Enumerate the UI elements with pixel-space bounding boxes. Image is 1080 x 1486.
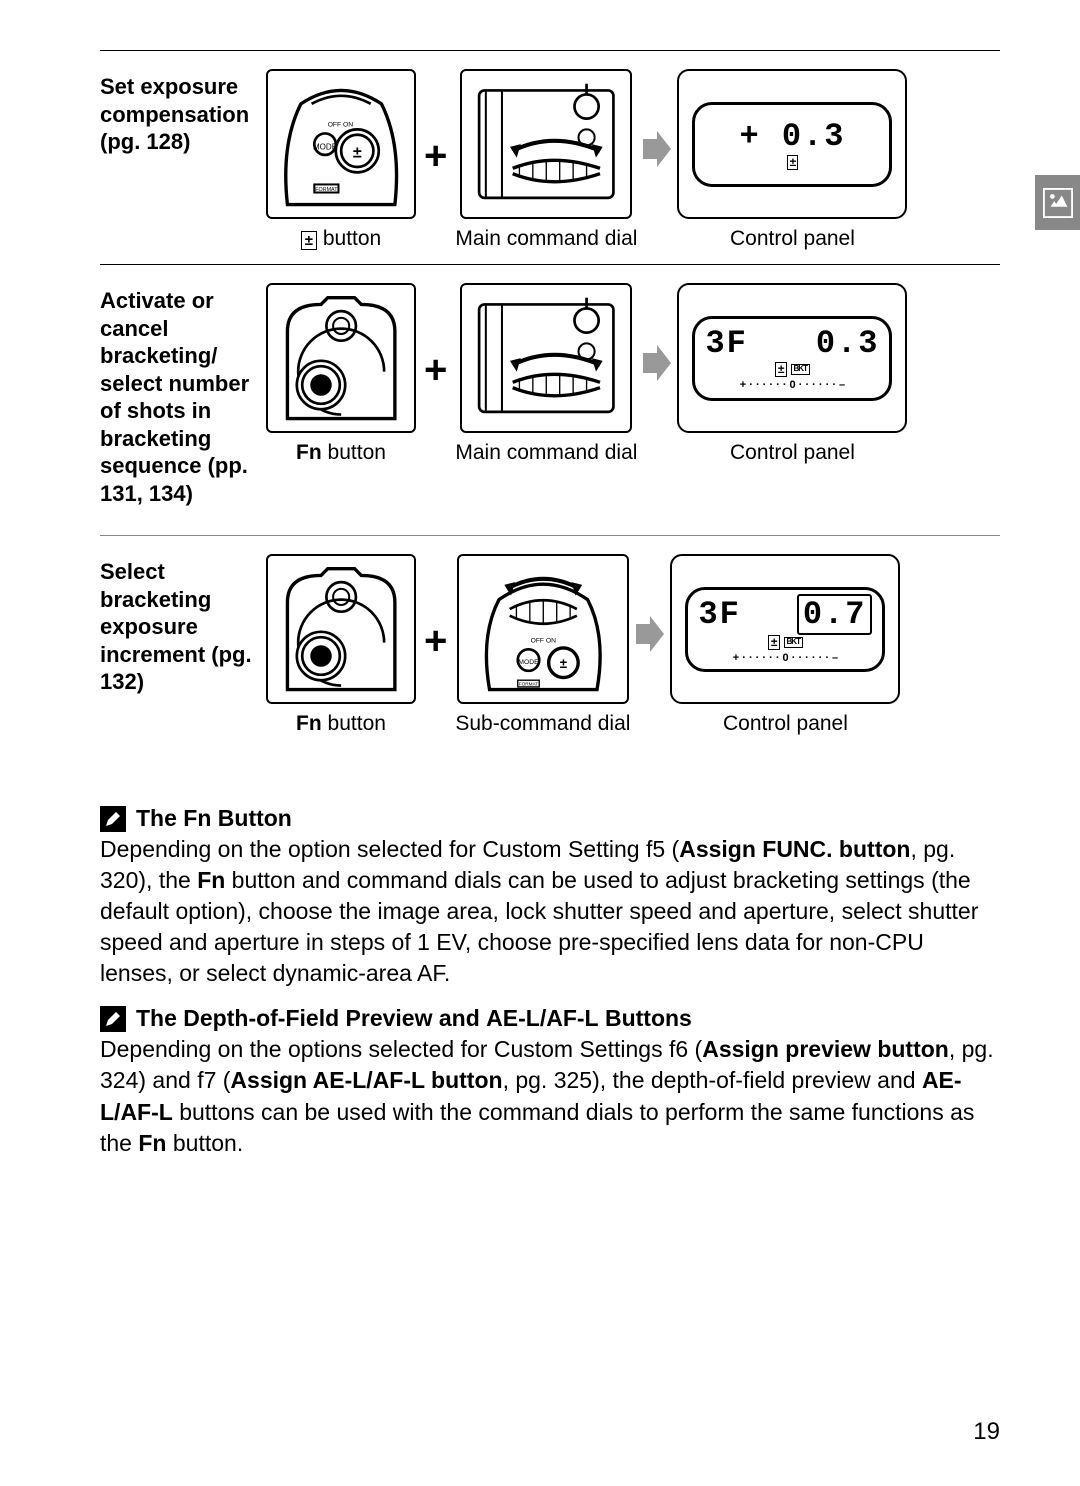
divider bbox=[100, 50, 1000, 51]
svg-text:±: ± bbox=[559, 656, 567, 671]
caption: Fn button bbox=[296, 441, 386, 464]
caption: Fn button bbox=[296, 712, 386, 735]
note-body: Depending on the option selected for Cus… bbox=[100, 834, 1000, 989]
caption: Main command dial bbox=[455, 441, 637, 464]
divider bbox=[100, 264, 1000, 265]
svg-text:OFF ON: OFF ON bbox=[328, 122, 353, 129]
control-panel-illustration: 3F0.7 ±BKT + · · · · · · 0 · · · · · · – bbox=[670, 554, 900, 704]
instruction-row: Activate or cancel bracketing/ select nu… bbox=[100, 283, 1000, 507]
instruction-row: Set exposure compensation (pg. 128) ± MOD… bbox=[100, 69, 1000, 250]
page-number: 19 bbox=[973, 1418, 1000, 1446]
camera-front-illustration bbox=[266, 283, 416, 433]
plus-symbol: + bbox=[420, 619, 451, 664]
svg-text:MODE: MODE bbox=[518, 659, 539, 666]
plus-symbol: + bbox=[420, 134, 451, 179]
caption: Control panel bbox=[730, 441, 855, 464]
svg-text:FORMAT: FORMAT bbox=[315, 187, 338, 193]
lcd-value: 3F bbox=[705, 325, 747, 362]
svg-text:OFF ON: OFF ON bbox=[530, 638, 555, 645]
caption: Control panel bbox=[730, 227, 855, 250]
row-label: Activate or cancel bracketing/ select nu… bbox=[100, 283, 260, 507]
caption: ± button bbox=[301, 227, 381, 250]
main-command-dial-illustration bbox=[460, 283, 632, 433]
control-panel-illustration: + 0.3 ± bbox=[677, 69, 907, 219]
control-panel-illustration: 3F0.3 ±BKT + · · · · · · 0 · · · · · · – bbox=[677, 283, 907, 433]
note-title: The Depth-of-Field Preview and AE-L/AF-L… bbox=[100, 1005, 1000, 1032]
camera-top-illustration: ± MODE FORMAT OFF ON bbox=[266, 69, 416, 219]
lcd-sub-icon: ± bbox=[787, 155, 799, 170]
instruction-row: Select bracketing exposure increment (pg… bbox=[100, 554, 1000, 735]
arrow-icon bbox=[641, 345, 673, 386]
camera-front-illustration bbox=[266, 554, 416, 704]
caption: Sub-command dial bbox=[455, 712, 630, 735]
arrow-icon bbox=[634, 616, 666, 657]
sub-command-dial-illustration: ± MODE OFF ON FORMAT bbox=[457, 554, 629, 704]
svg-text:MODE: MODE bbox=[313, 142, 338, 151]
lcd-value: 0.3 bbox=[816, 325, 880, 362]
note-body: Depending on the options selected for Cu… bbox=[100, 1034, 1000, 1158]
row-label: Select bracketing exposure increment (pg… bbox=[100, 554, 260, 696]
pencil-icon bbox=[100, 1006, 126, 1032]
lcd-scale: + · · · · · · 0 · · · · · · – bbox=[740, 379, 845, 391]
arrow-icon bbox=[641, 131, 673, 172]
caption: Main command dial bbox=[455, 227, 637, 250]
pencil-icon bbox=[100, 806, 126, 832]
svg-text:FORMAT: FORMAT bbox=[518, 682, 538, 687]
divider bbox=[100, 535, 1000, 536]
main-command-dial-illustration bbox=[460, 69, 632, 219]
note-title: The Fn Button bbox=[100, 805, 1000, 832]
lcd-scale: + · · · · · · 0 · · · · · · – bbox=[733, 652, 838, 664]
side-tab-icon bbox=[1035, 175, 1080, 230]
row-label: Set exposure compensation (pg. 128) bbox=[100, 69, 260, 156]
lcd-value: + 0.3 bbox=[695, 118, 889, 155]
plus-symbol: + bbox=[420, 348, 451, 393]
svg-text:±: ± bbox=[353, 143, 362, 161]
caption: Control panel bbox=[723, 712, 848, 735]
lcd-value: 3F bbox=[698, 596, 740, 633]
lcd-value: 0.7 bbox=[797, 594, 873, 635]
